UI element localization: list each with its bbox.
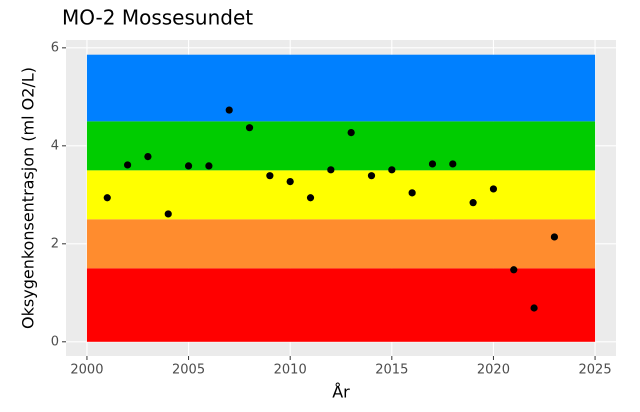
y-axis-label: Oksygenkonsentrasjon (ml O2/L) [19, 67, 38, 329]
data-point [245, 124, 254, 132]
x-tick-label: 2015 [375, 363, 408, 378]
data-point [347, 128, 355, 137]
data-point [103, 194, 111, 202]
data-point [367, 172, 376, 180]
data-point [530, 304, 538, 312]
band [86, 268, 596, 342]
x-tick-label: 2020 [477, 363, 510, 378]
x-axis-label: År [332, 383, 350, 402]
data-point [144, 153, 152, 161]
x-tick-label: 2005 [172, 363, 205, 378]
x-tick-label: 2025 [579, 363, 612, 378]
data-point [164, 210, 172, 218]
data-point [184, 162, 193, 170]
data-point [225, 106, 233, 114]
y-tick-label: 4 [51, 138, 59, 153]
chart-title: MO-2 Mossesundet [62, 6, 253, 30]
y-tick-label: 0 [51, 334, 59, 349]
band [86, 170, 596, 220]
data-point [306, 194, 315, 202]
band [86, 121, 596, 171]
data-point [469, 199, 477, 207]
data-point [408, 189, 416, 197]
data-point [266, 172, 274, 180]
data-point [428, 160, 437, 168]
band [86, 54, 596, 122]
x-tick-label: 2010 [274, 363, 307, 378]
data-point [510, 266, 518, 274]
data-point [388, 166, 396, 174]
data-point [489, 185, 498, 193]
data-point [286, 177, 294, 186]
data-point [123, 161, 132, 169]
data-point [205, 162, 213, 170]
y-tick-label: 2 [51, 236, 59, 251]
band [86, 219, 596, 269]
y-tick-label: 6 [51, 40, 59, 55]
data-point [449, 160, 457, 168]
data-point [550, 233, 559, 241]
data-point [327, 166, 335, 174]
x-tick-label: 2000 [70, 363, 103, 378]
